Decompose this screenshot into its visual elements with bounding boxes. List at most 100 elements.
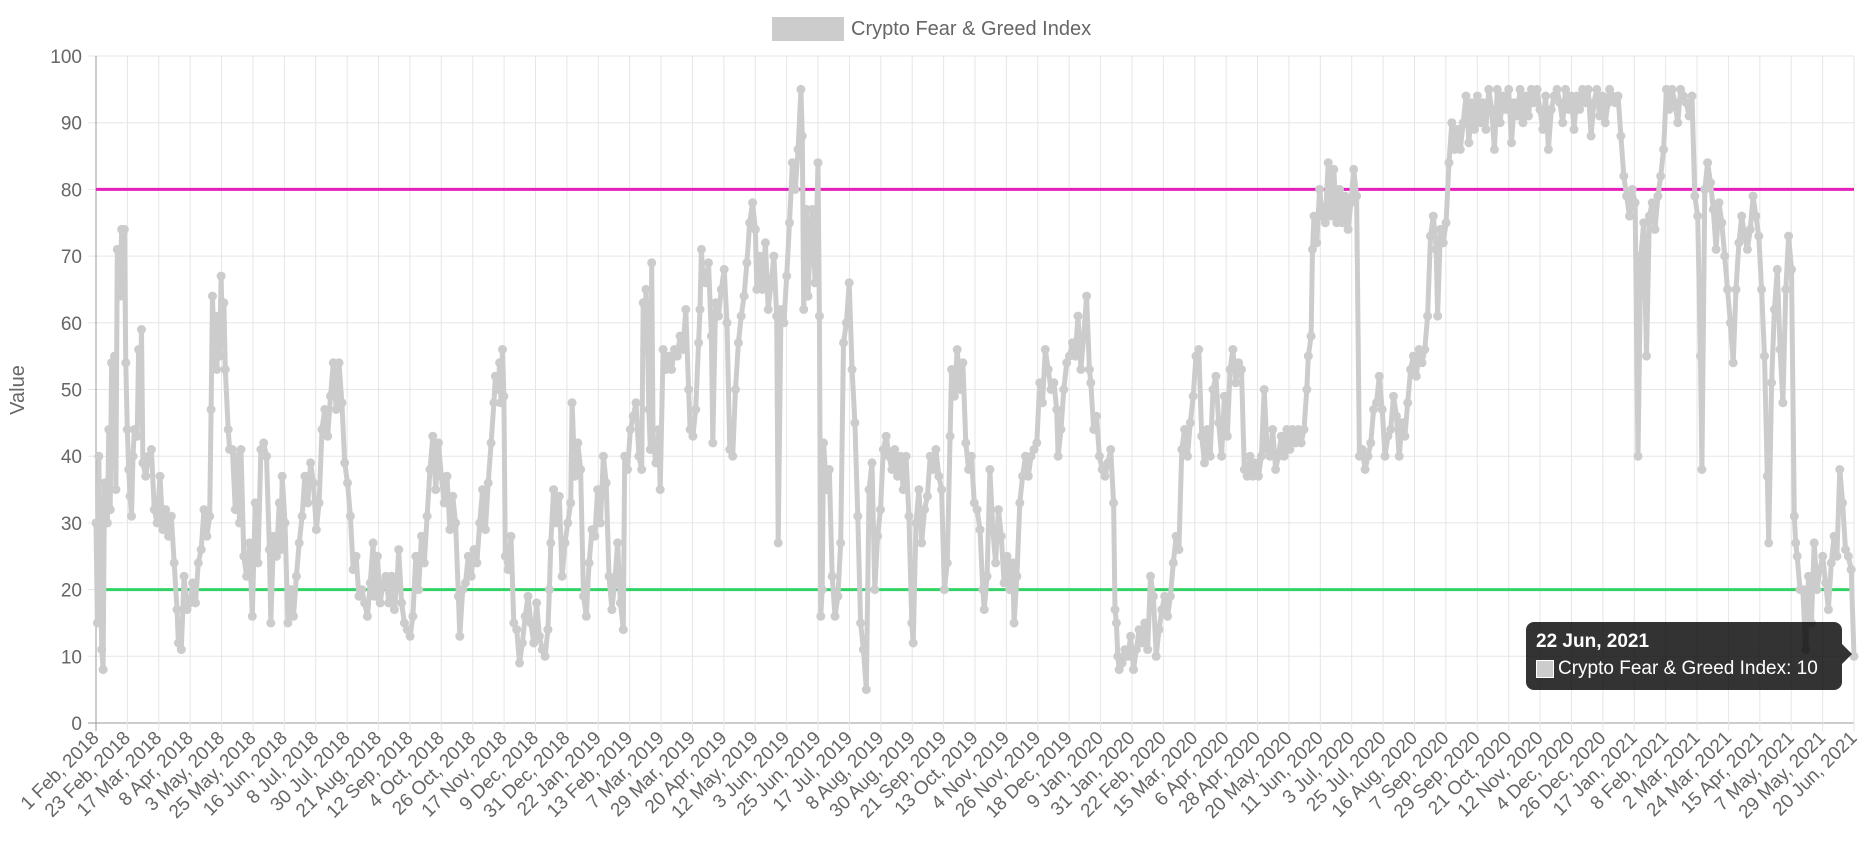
data-point[interactable]: [1518, 118, 1528, 128]
data-point[interactable]: [1245, 451, 1255, 461]
data-point[interactable]: [303, 498, 313, 508]
data-point[interactable]: [1035, 378, 1045, 388]
data-point[interactable]: [314, 498, 324, 508]
data-point[interactable]: [1455, 144, 1465, 154]
data-point[interactable]: [166, 511, 176, 521]
data-point[interactable]: [1586, 131, 1596, 141]
data-point[interactable]: [1188, 391, 1198, 401]
data-point[interactable]: [567, 398, 577, 408]
data-point[interactable]: [1809, 538, 1819, 548]
data-point[interactable]: [1821, 578, 1831, 588]
data-point[interactable]: [343, 478, 352, 488]
data-point[interactable]: [543, 625, 553, 635]
data-point[interactable]: [112, 244, 122, 254]
data-point[interactable]: [118, 278, 128, 288]
data-point[interactable]: [755, 251, 765, 261]
data-point[interactable]: [1320, 218, 1330, 228]
data-point[interactable]: [220, 365, 230, 374]
data-point[interactable]: [803, 291, 813, 301]
data-point[interactable]: [1725, 318, 1735, 328]
data-point[interactable]: [1194, 345, 1204, 354]
data-point[interactable]: [1583, 84, 1593, 94]
data-point[interactable]: [1681, 98, 1691, 108]
data-point[interactable]: [463, 551, 473, 561]
data-point[interactable]: [486, 438, 496, 448]
data-point[interactable]: [704, 258, 713, 268]
data-point[interactable]: [982, 571, 992, 581]
data-point[interactable]: [1515, 84, 1525, 94]
data-point[interactable]: [206, 405, 216, 414]
data-point[interactable]: [461, 578, 470, 588]
data-point[interactable]: [262, 451, 271, 461]
data-point[interactable]: [218, 331, 227, 341]
data-point[interactable]: [1478, 98, 1488, 108]
data-point[interactable]: [814, 311, 824, 321]
data-point[interactable]: [124, 465, 134, 474]
data-point[interactable]: [1100, 471, 1110, 481]
data-point[interactable]: [694, 338, 704, 348]
data-point[interactable]: [610, 578, 620, 588]
data-point[interactable]: [1129, 665, 1138, 675]
data-point[interactable]: [1762, 471, 1772, 481]
data-point[interactable]: [1131, 645, 1141, 655]
data-point[interactable]: [1639, 218, 1649, 228]
data-point[interactable]: [1340, 191, 1350, 201]
data-point[interactable]: [1535, 104, 1545, 114]
data-point[interactable]: [1254, 471, 1263, 481]
data-point[interactable]: [1389, 391, 1398, 401]
data-point[interactable]: [966, 451, 976, 461]
data-point[interactable]: [176, 645, 186, 655]
data-point[interactable]: [1764, 538, 1774, 548]
data-point[interactable]: [716, 284, 726, 294]
data-point[interactable]: [320, 405, 330, 414]
data-point[interactable]: [856, 618, 866, 628]
data-point[interactable]: [1561, 84, 1570, 94]
data-point[interactable]: [601, 478, 611, 488]
data-point[interactable]: [1329, 164, 1339, 174]
data-point[interactable]: [1299, 425, 1309, 434]
data-point[interactable]: [1431, 244, 1441, 254]
data-point[interactable]: [453, 591, 463, 601]
data-point[interactable]: [1524, 111, 1533, 121]
data-point[interactable]: [490, 371, 500, 381]
data-point[interactable]: [1642, 351, 1651, 361]
data-point[interactable]: [425, 465, 435, 474]
data-point[interactable]: [1600, 118, 1610, 128]
data-point[interactable]: [179, 571, 189, 581]
data-point[interactable]: [1200, 458, 1209, 468]
data-point[interactable]: [1372, 398, 1381, 408]
data-point[interactable]: [1197, 431, 1207, 441]
data-point[interactable]: [658, 345, 668, 354]
data-point[interactable]: [1219, 391, 1229, 401]
data-point[interactable]: [796, 84, 806, 94]
data-point[interactable]: [1706, 178, 1715, 188]
data-point[interactable]: [397, 598, 407, 608]
data-point[interactable]: [733, 338, 743, 348]
data-point[interactable]: [1625, 211, 1634, 221]
data-point[interactable]: [1256, 451, 1266, 461]
data-point[interactable]: [1084, 365, 1094, 374]
data-point[interactable]: [1433, 311, 1443, 321]
data-point[interactable]: [512, 625, 522, 635]
data-point[interactable]: [1673, 118, 1683, 128]
data-point[interactable]: [1507, 138, 1516, 148]
data-point[interactable]: [1723, 284, 1732, 294]
data-point[interactable]: [1185, 418, 1195, 428]
data-point[interactable]: [827, 571, 837, 581]
data-point[interactable]: [1408, 351, 1418, 361]
data-point[interactable]: [1394, 451, 1404, 461]
data-point[interactable]: [337, 398, 347, 408]
data-point[interactable]: [1308, 244, 1317, 254]
data-point[interactable]: [219, 298, 229, 308]
data-point[interactable]: [949, 391, 959, 401]
data-point[interactable]: [766, 278, 776, 288]
data-point[interactable]: [1391, 411, 1401, 421]
data-point[interactable]: [1337, 218, 1347, 228]
data-point[interactable]: [684, 385, 694, 394]
data-point[interactable]: [1363, 451, 1373, 461]
data-point[interactable]: [839, 338, 848, 348]
data-point[interactable]: [742, 258, 752, 268]
data-point[interactable]: [97, 645, 107, 655]
data-point[interactable]: [227, 445, 237, 454]
data-point[interactable]: [1377, 405, 1387, 414]
